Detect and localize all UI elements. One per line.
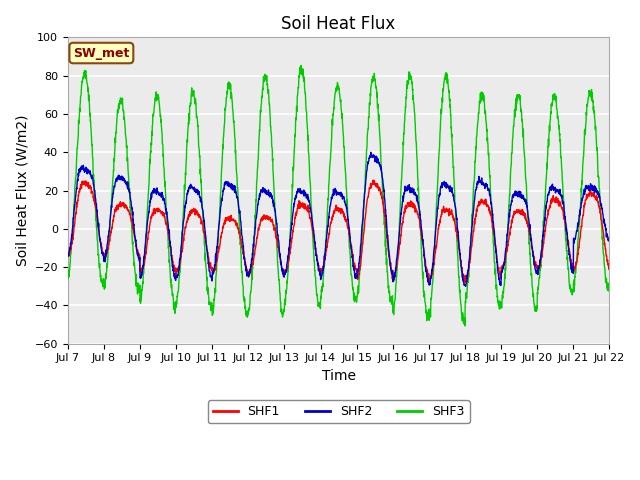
Line: SHF2: SHF2: [68, 152, 609, 286]
SHF2: [367, 149, 374, 155]
SHF3: [497, 304, 504, 310]
SHF1: [354, 276, 362, 282]
Y-axis label: Soil Heat Flux (W/m2): Soil Heat Flux (W/m2): [15, 115, 29, 266]
X-axis label: Time: Time: [321, 369, 356, 383]
SHF2: [497, 279, 504, 285]
SHF3: [573, 252, 581, 257]
Line: SHF1: SHF1: [68, 180, 609, 282]
SHF1: [369, 177, 377, 183]
SHF2: [64, 252, 72, 258]
SHF3: [605, 286, 613, 292]
SHF2: [573, 228, 581, 234]
SHF2: [215, 224, 223, 229]
SHF1: [461, 279, 468, 285]
SHF3: [297, 62, 305, 68]
SHF3: [461, 323, 468, 329]
SHF1: [215, 248, 223, 253]
SHF3: [558, 167, 566, 172]
SHF3: [64, 273, 72, 278]
SHF1: [605, 265, 613, 271]
SHF2: [462, 283, 470, 289]
SHF1: [573, 258, 581, 264]
SHF3: [215, 227, 223, 233]
SHF2: [366, 153, 374, 159]
SHF3: [355, 283, 362, 288]
SHF2: [354, 267, 362, 273]
Legend: SHF1, SHF2, SHF3: SHF1, SHF2, SHF3: [207, 400, 470, 423]
SHF3: [366, 99, 374, 105]
SHF2: [558, 192, 566, 198]
SHF1: [64, 253, 72, 259]
Text: SW_met: SW_met: [73, 47, 129, 60]
SHF2: [605, 235, 613, 240]
Title: Soil Heat Flux: Soil Heat Flux: [282, 15, 396, 33]
SHF1: [366, 186, 374, 192]
Line: SHF3: SHF3: [68, 65, 609, 326]
SHF1: [558, 205, 566, 211]
SHF1: [497, 276, 504, 281]
